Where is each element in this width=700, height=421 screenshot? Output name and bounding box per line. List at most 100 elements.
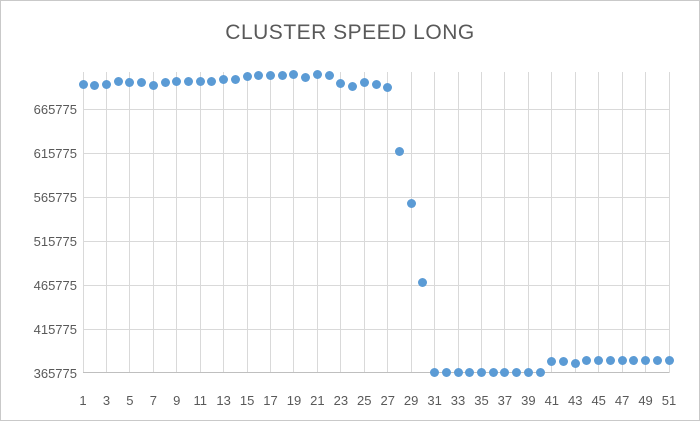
vertical-gridline [668,72,670,373]
data-point[interactable] [617,355,627,365]
y-tick-label: 515775 [33,233,77,249]
horizontal-gridline [83,328,669,330]
vertical-gridline [105,72,107,373]
x-tick-label: 45 [591,393,606,408]
vertical-gridline [621,72,623,373]
data-point[interactable] [101,80,111,90]
data-point[interactable] [312,70,322,80]
vertical-gridline [152,72,154,373]
data-point[interactable] [605,355,615,365]
data-point[interactable] [512,368,522,378]
x-tick-label: 29 [403,393,419,408]
data-point[interactable] [383,83,393,93]
vertical-gridline [223,72,225,373]
x-tick-label: 31 [427,393,442,408]
data-point[interactable] [441,368,451,378]
x-tick-label: 39 [521,393,536,408]
vertical-gridline [293,72,295,373]
horizontal-gridline [83,284,669,286]
x-tick-label: 21 [310,393,325,408]
data-point[interactable] [359,77,369,87]
data-point[interactable] [594,355,604,365]
data-point[interactable] [324,71,334,81]
data-point[interactable] [664,356,674,365]
data-point[interactable] [301,72,311,82]
data-point[interactable] [535,368,545,378]
data-point[interactable] [500,368,510,378]
data-point[interactable] [125,78,135,88]
data-point[interactable] [430,368,440,378]
vertical-gridline [645,72,647,373]
data-point[interactable] [160,77,170,87]
y-tick-label: 415775 [33,321,77,337]
vertical-gridline [82,72,84,373]
x-tick-label: 49 [638,393,653,408]
data-point[interactable] [336,78,346,88]
vertical-gridline [410,72,412,373]
data-point[interactable] [371,80,381,90]
data-point[interactable] [277,71,287,81]
horizontal-gridline [83,196,669,198]
x-tick-label: 27 [380,393,395,408]
data-point[interactable] [230,74,240,84]
vertical-gridline [434,72,436,373]
data-point[interactable] [242,71,252,81]
data-point[interactable] [547,357,557,367]
data-point[interactable] [254,71,264,81]
x-tick-label: 1 [79,393,87,408]
data-point[interactable] [289,70,299,80]
y-tick-label: 365775 [33,365,77,381]
data-point[interactable] [629,356,639,365]
data-point[interactable] [148,80,158,90]
x-tick-label: 43 [568,393,583,408]
data-point[interactable] [183,76,193,86]
x-tick-label: 23 [333,393,349,408]
data-point[interactable] [570,358,580,368]
y-tick-label: 615775 [33,145,77,161]
x-tick-label: 33 [450,393,466,408]
data-point[interactable] [90,81,100,91]
x-tick-label: 25 [357,393,372,408]
data-point[interactable] [137,77,147,87]
data-point[interactable] [348,82,358,92]
vertical-gridline [480,72,482,373]
x-axis-line [83,372,669,373]
x-tick-label: 7 [149,393,157,408]
data-point[interactable] [488,368,498,378]
data-point[interactable] [559,357,569,367]
x-tick-label: 17 [263,393,278,408]
data-point[interactable] [394,147,404,157]
x-tick-label: 3 [102,393,111,408]
y-tick-label: 465775 [33,277,77,293]
x-tick-label: 37 [497,393,513,408]
x-tick-label: 5 [126,393,134,408]
data-point[interactable] [195,77,205,87]
data-point[interactable] [113,76,123,86]
data-point[interactable] [219,74,229,84]
data-point[interactable] [523,368,533,378]
x-tick-label: 35 [474,393,489,408]
vertical-gridline [574,72,576,373]
x-tick-label: 9 [173,393,181,408]
y-tick-label: 665775 [33,102,77,118]
data-point[interactable] [418,278,428,288]
vertical-gridline [176,72,178,373]
data-point[interactable] [652,355,662,365]
data-point[interactable] [406,199,416,209]
data-point[interactable] [641,355,651,365]
horizontal-gridline [83,152,669,154]
x-tick-label: 51 [661,393,677,408]
data-point[interactable] [476,368,486,378]
chart-title: CLUSTER SPEED LONG [225,21,475,44]
data-point[interactable] [453,368,463,378]
x-tick-label: 15 [239,393,255,408]
plot-area [78,70,674,378]
data-point[interactable] [582,355,592,365]
data-point[interactable] [172,77,182,87]
vertical-gridline [246,72,248,373]
data-point[interactable] [266,71,276,81]
data-point[interactable] [78,79,88,89]
data-point[interactable] [207,77,217,87]
data-point[interactable] [465,368,475,378]
